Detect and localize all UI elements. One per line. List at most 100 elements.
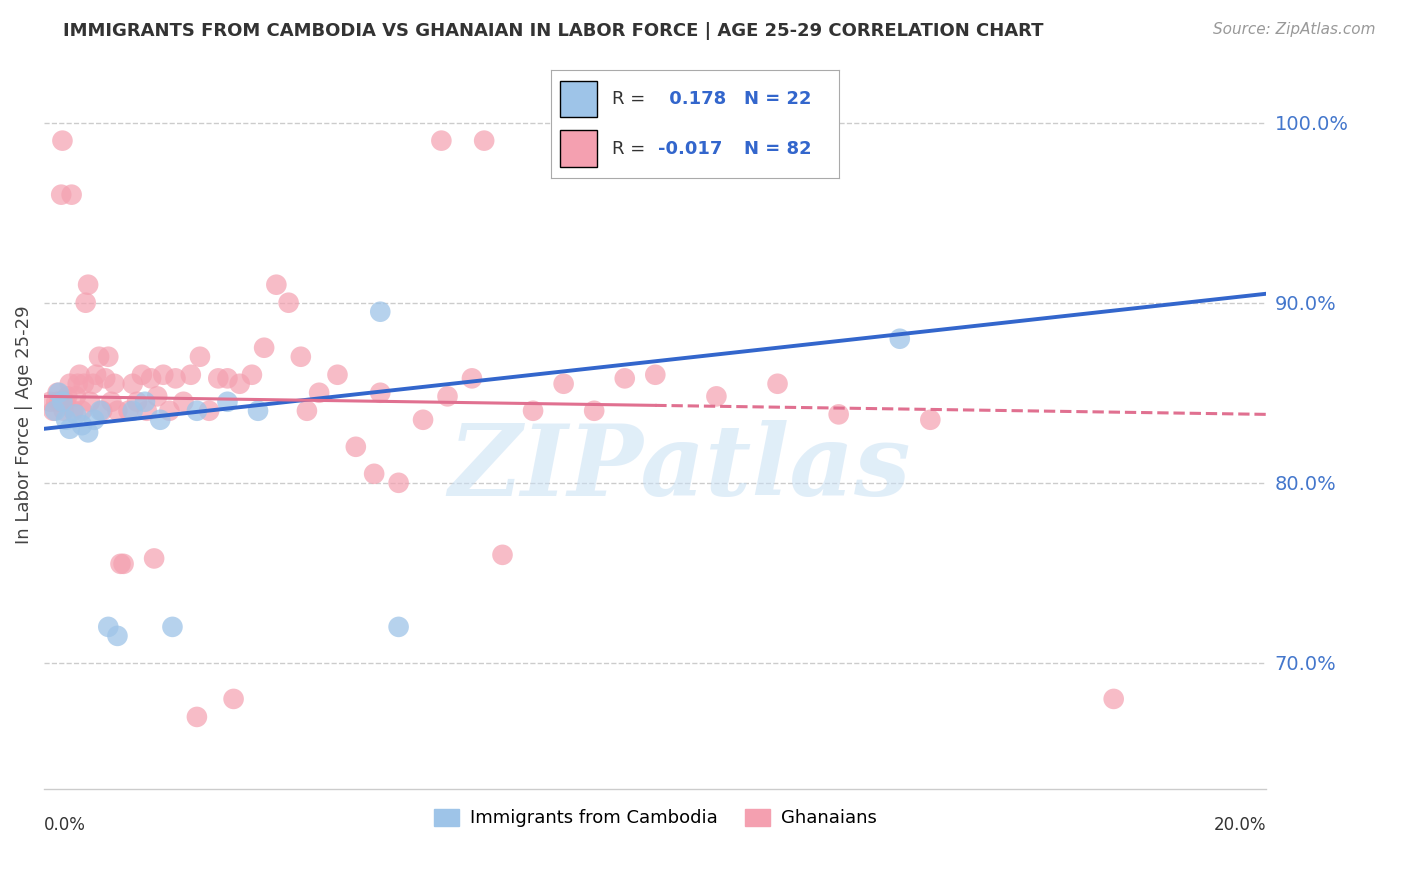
Point bbox=[583, 404, 606, 418]
Point bbox=[240, 368, 263, 382]
Point bbox=[89, 404, 111, 418]
Point bbox=[46, 385, 69, 400]
Point bbox=[326, 368, 349, 382]
Point bbox=[207, 371, 229, 385]
Point bbox=[827, 408, 849, 422]
Y-axis label: In Labor Force | Age 25-29: In Labor Force | Age 25-29 bbox=[15, 305, 32, 543]
Point bbox=[472, 134, 495, 148]
Point bbox=[344, 440, 367, 454]
Point bbox=[131, 368, 153, 382]
Point bbox=[613, 371, 636, 385]
Point bbox=[110, 557, 132, 571]
Point bbox=[889, 332, 911, 346]
Point bbox=[77, 425, 100, 440]
Point bbox=[253, 341, 276, 355]
Point bbox=[44, 404, 66, 418]
Point bbox=[69, 368, 91, 382]
Point bbox=[172, 394, 194, 409]
Point bbox=[368, 385, 391, 400]
Point bbox=[308, 385, 330, 400]
Point bbox=[70, 404, 93, 418]
Point bbox=[277, 295, 299, 310]
Point bbox=[77, 277, 100, 292]
Legend: Immigrants from Cambodia, Ghanaians: Immigrants from Cambodia, Ghanaians bbox=[426, 801, 884, 835]
Point bbox=[186, 404, 208, 418]
Point bbox=[48, 385, 70, 400]
Point bbox=[368, 304, 391, 318]
Point bbox=[217, 371, 239, 385]
Point bbox=[56, 389, 79, 403]
Point bbox=[266, 277, 288, 292]
Point bbox=[571, 134, 593, 148]
Point bbox=[59, 422, 82, 436]
Point bbox=[75, 295, 97, 310]
Point bbox=[165, 371, 187, 385]
Point bbox=[152, 368, 174, 382]
Point bbox=[51, 134, 73, 148]
Point bbox=[62, 404, 84, 418]
Point bbox=[100, 394, 122, 409]
Point bbox=[149, 413, 172, 427]
Point bbox=[51, 187, 73, 202]
Point bbox=[103, 376, 125, 391]
Point bbox=[198, 404, 221, 418]
Point bbox=[94, 371, 117, 385]
Point bbox=[247, 404, 270, 418]
Point bbox=[84, 368, 107, 382]
Point bbox=[51, 394, 73, 409]
Point bbox=[436, 389, 458, 403]
Point bbox=[42, 404, 65, 418]
Point bbox=[87, 350, 110, 364]
Point bbox=[143, 551, 166, 566]
Point bbox=[66, 376, 89, 391]
Point bbox=[387, 620, 409, 634]
Point bbox=[139, 371, 162, 385]
Point bbox=[125, 394, 148, 409]
Point bbox=[82, 376, 104, 391]
Text: Source: ZipAtlas.com: Source: ZipAtlas.com bbox=[1212, 22, 1375, 37]
Point bbox=[55, 394, 77, 409]
Point bbox=[117, 404, 139, 418]
Point bbox=[39, 394, 62, 409]
Text: 20.0%: 20.0% bbox=[1213, 816, 1267, 834]
Point bbox=[65, 389, 87, 403]
Point bbox=[735, 134, 758, 148]
Point bbox=[644, 368, 666, 382]
Point bbox=[162, 620, 184, 634]
Point bbox=[461, 371, 484, 385]
Point bbox=[180, 368, 202, 382]
Point bbox=[59, 376, 82, 391]
Point bbox=[79, 394, 101, 409]
Point bbox=[491, 548, 513, 562]
Point bbox=[217, 394, 239, 409]
Point bbox=[553, 376, 575, 391]
Point bbox=[1102, 692, 1125, 706]
Point bbox=[55, 413, 77, 427]
Point bbox=[522, 404, 544, 418]
Point bbox=[706, 389, 728, 403]
Point bbox=[121, 376, 143, 391]
Point bbox=[222, 692, 245, 706]
Point bbox=[412, 413, 434, 427]
Point bbox=[186, 710, 208, 724]
Point bbox=[70, 418, 93, 433]
Point bbox=[45, 394, 67, 409]
Point bbox=[430, 134, 453, 148]
Point bbox=[65, 408, 87, 422]
Point bbox=[121, 404, 143, 418]
Point bbox=[188, 350, 211, 364]
Point bbox=[766, 376, 789, 391]
Point bbox=[107, 404, 129, 418]
Text: 0.0%: 0.0% bbox=[44, 816, 86, 834]
Point bbox=[48, 394, 70, 409]
Point bbox=[920, 413, 942, 427]
Text: IMMIGRANTS FROM CAMBODIA VS GHANAIAN IN LABOR FORCE | AGE 25-29 CORRELATION CHAR: IMMIGRANTS FROM CAMBODIA VS GHANAIAN IN … bbox=[63, 22, 1043, 40]
Point bbox=[112, 557, 135, 571]
Point bbox=[73, 376, 96, 391]
Point bbox=[134, 394, 156, 409]
Point bbox=[97, 620, 120, 634]
Point bbox=[157, 404, 180, 418]
Point bbox=[60, 187, 83, 202]
Point bbox=[228, 376, 250, 391]
Point bbox=[290, 350, 312, 364]
